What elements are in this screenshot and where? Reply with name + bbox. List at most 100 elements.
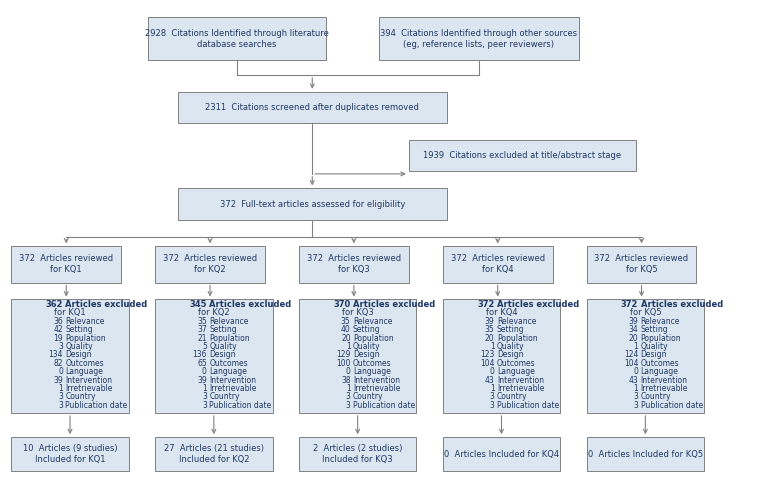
Text: Country: Country [353, 393, 384, 401]
Text: Relevance: Relevance [497, 317, 536, 326]
Text: 65: 65 [197, 359, 207, 368]
Text: Articles excluded: Articles excluded [209, 300, 291, 309]
Text: Quality: Quality [640, 342, 668, 351]
Text: Articles excluded: Articles excluded [640, 300, 723, 309]
Text: 27  Articles (21 studies)
Included for KQ2: 27 Articles (21 studies) Included for KQ… [164, 444, 264, 464]
Text: Articles excluded: Articles excluded [497, 300, 579, 309]
Text: Publication date: Publication date [209, 401, 272, 410]
Text: 372: 372 [621, 300, 638, 309]
Text: Quality: Quality [497, 342, 525, 351]
Text: 1: 1 [202, 384, 207, 393]
Text: 0: 0 [202, 367, 207, 376]
Text: 372  Articles reviewed
for KQ5: 372 Articles reviewed for KQ5 [594, 255, 689, 274]
Text: 136: 136 [192, 351, 207, 359]
Text: for KQ2: for KQ2 [198, 309, 229, 317]
Text: Design: Design [497, 351, 523, 359]
Text: Irretrievable: Irretrievable [640, 384, 688, 393]
FancyBboxPatch shape [587, 437, 704, 471]
Text: 372  Articles reviewed
for KQ2: 372 Articles reviewed for KQ2 [163, 255, 257, 274]
Text: for KQ1: for KQ1 [55, 309, 86, 317]
Text: 39: 39 [484, 317, 494, 326]
Text: Population: Population [209, 334, 250, 342]
Text: Intervention: Intervention [65, 376, 112, 384]
FancyBboxPatch shape [155, 437, 273, 471]
Text: 362: 362 [45, 300, 63, 309]
Text: 0: 0 [346, 367, 350, 376]
Text: 35: 35 [484, 325, 494, 334]
Text: 2311  Citations screened after duplicates removed: 2311 Citations screened after duplicates… [205, 103, 419, 112]
Text: Language: Language [353, 367, 391, 376]
FancyBboxPatch shape [443, 299, 560, 413]
Text: 0  Articles Included for KQ5: 0 Articles Included for KQ5 [587, 450, 703, 458]
FancyBboxPatch shape [11, 437, 129, 471]
FancyBboxPatch shape [11, 299, 129, 413]
Text: Outcomes: Outcomes [65, 359, 104, 368]
Text: Country: Country [640, 393, 671, 401]
Text: 36: 36 [53, 317, 63, 326]
Text: Language: Language [640, 367, 678, 376]
Text: 37: 37 [197, 325, 207, 334]
FancyBboxPatch shape [299, 246, 409, 283]
Text: Publication date: Publication date [353, 401, 416, 410]
Text: Articles excluded: Articles excluded [65, 300, 148, 309]
Text: 20: 20 [484, 334, 494, 342]
Text: 39: 39 [628, 317, 638, 326]
Text: 372: 372 [477, 300, 494, 309]
Text: 345: 345 [189, 300, 207, 309]
Text: 3: 3 [58, 401, 63, 410]
Text: Setting: Setting [209, 325, 237, 334]
Text: 3: 3 [490, 401, 494, 410]
Text: Outcomes: Outcomes [353, 359, 391, 368]
Text: Irretrievable: Irretrievable [353, 384, 400, 393]
Text: 2928  Citations Identified through literature
database searches: 2928 Citations Identified through litera… [145, 28, 329, 49]
Text: 0: 0 [634, 367, 638, 376]
Text: Country: Country [497, 393, 528, 401]
Text: Intervention: Intervention [209, 376, 256, 384]
FancyBboxPatch shape [443, 437, 560, 471]
Text: 3: 3 [346, 393, 350, 401]
Text: for KQ3: for KQ3 [342, 309, 373, 317]
Text: for KQ5: for KQ5 [630, 309, 661, 317]
Text: 1: 1 [346, 342, 350, 351]
Text: 370: 370 [333, 300, 350, 309]
Text: Irretrievable: Irretrievable [209, 384, 257, 393]
Text: 0: 0 [58, 367, 63, 376]
FancyBboxPatch shape [299, 437, 416, 471]
FancyBboxPatch shape [443, 246, 553, 283]
FancyBboxPatch shape [178, 92, 447, 123]
Text: 43: 43 [484, 376, 494, 384]
Text: 129: 129 [336, 351, 350, 359]
Text: 3: 3 [490, 393, 494, 401]
Text: 1: 1 [634, 384, 638, 393]
Text: Relevance: Relevance [353, 317, 392, 326]
Text: Population: Population [65, 334, 106, 342]
FancyBboxPatch shape [587, 246, 696, 283]
Text: 1: 1 [58, 384, 63, 393]
Text: 134: 134 [48, 351, 63, 359]
Text: Design: Design [353, 351, 379, 359]
Text: 372  Articles reviewed
for KQ1: 372 Articles reviewed for KQ1 [19, 255, 114, 274]
Text: Intervention: Intervention [497, 376, 544, 384]
Text: Setting: Setting [353, 325, 381, 334]
Text: 82: 82 [54, 359, 63, 368]
Text: Publication date: Publication date [497, 401, 559, 410]
Text: Irretrievable: Irretrievable [497, 384, 544, 393]
Text: Country: Country [65, 393, 96, 401]
Text: 1: 1 [346, 384, 350, 393]
Text: Articles excluded: Articles excluded [353, 300, 435, 309]
Text: Irretrievable: Irretrievable [65, 384, 113, 393]
Text: 3: 3 [634, 401, 638, 410]
Text: 372  Full-text articles assessed for eligibility: 372 Full-text articles assessed for elig… [220, 199, 405, 209]
FancyBboxPatch shape [378, 17, 579, 60]
Text: 5: 5 [202, 342, 207, 351]
Text: Relevance: Relevance [65, 317, 104, 326]
Text: 3: 3 [58, 393, 63, 401]
Text: Setting: Setting [640, 325, 668, 334]
Text: 372  Articles reviewed
for KQ4: 372 Articles reviewed for KQ4 [450, 255, 545, 274]
FancyBboxPatch shape [299, 299, 416, 413]
Text: Publication date: Publication date [65, 401, 128, 410]
Text: 2  Articles (2 studies)
Included for KQ3: 2 Articles (2 studies) Included for KQ3 [313, 444, 403, 464]
Text: Population: Population [497, 334, 537, 342]
Text: 35: 35 [341, 317, 350, 326]
Text: 39: 39 [53, 376, 63, 384]
